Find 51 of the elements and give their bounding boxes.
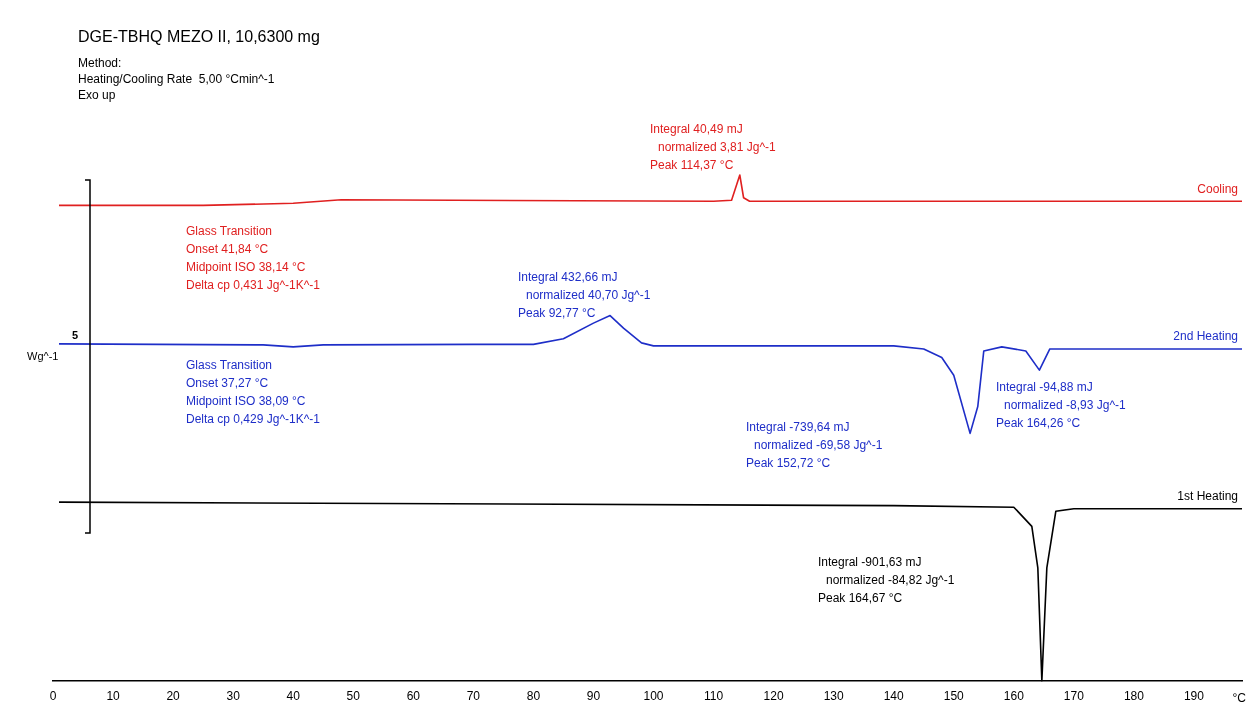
annotation: normalized -8,93 Jg^-1 <box>1004 398 1127 413</box>
text: normalized 3,81 Jg^-1 <box>658 140 777 155</box>
series-label: 1st Heating <box>1177 489 1238 504</box>
x-tick-label: 50 <box>346 689 361 704</box>
x-tick-label: 20 <box>166 689 181 704</box>
annotation: Delta cp 0,431 Jg^-1K^-1 <box>186 278 321 293</box>
annotation: normalized -69,58 Jg^-1 <box>754 438 883 453</box>
annotation: Delta cp 0,429 Jg^-1K^-1 <box>186 412 321 427</box>
annotation: Onset 37,27 °C <box>186 376 269 391</box>
chart-subtitle: Method: Heating/Cooling Rate 5,00 °Cmin^-1 Exo up <box>78 56 275 103</box>
x-tick-label: 80 <box>526 689 541 704</box>
x-tick-label: 90 <box>586 689 601 704</box>
annotation: Midpoint ISO 38,09 °C <box>186 394 306 409</box>
annotation: Peak 164,67 °C <box>818 591 903 606</box>
annotation: Integral -739,64 mJ <box>746 420 850 435</box>
text: Peak 114,37 °C <box>650 158 734 173</box>
chart-title: DGE-TBHQ MEZO II, 10,6300 mg <box>78 28 320 46</box>
annotation: Midpoint ISO 38,14 °C <box>186 260 306 275</box>
x-tick-label: 150 <box>943 689 965 704</box>
annotation: Glass Transition <box>186 224 273 239</box>
x-tick-label: 160 <box>1003 689 1025 704</box>
y-axis-title: Wg^-1 <box>27 349 59 362</box>
annotation: normalized 40,70 Jg^-1 <box>526 288 651 303</box>
series-label: 2nd Heating <box>1173 329 1238 344</box>
x-tick-label: 30 <box>226 689 241 704</box>
annotation: Peak 164,26 °C <box>996 416 1081 431</box>
x-tick-label: 170 <box>1063 689 1085 704</box>
x-tick-label: 70 <box>466 689 481 704</box>
x-tick-label: 180 <box>1123 689 1145 704</box>
x-tick-label: 10 <box>106 689 121 704</box>
annotation: Integral -94,88 mJ <box>996 380 1093 395</box>
x-tick-label: 140 <box>883 689 905 704</box>
x-axis-title: °C <box>1232 690 1246 705</box>
annotation: 5 <box>72 328 79 341</box>
x-tick-label: 110 <box>703 689 724 704</box>
x-tick-label: 100 <box>643 689 664 704</box>
annotation: Peak 92,77 °C <box>518 306 596 321</box>
annotation: normalized -84,82 Jg^-1 <box>826 573 955 588</box>
x-tick-label: 190 <box>1183 689 1205 704</box>
x-tick-label: 60 <box>406 689 421 704</box>
series-label: Cooling <box>1197 181 1238 196</box>
annotation: Onset 41,84 °C <box>186 242 269 257</box>
annotation: Peak 152,72 °C <box>746 456 831 471</box>
annotation: Integral -901,63 mJ <box>818 555 922 570</box>
x-tick-label: 40 <box>286 689 301 704</box>
annotation: Glass Transition <box>186 358 273 373</box>
x-tick-label: 0 <box>49 689 57 704</box>
annotation: Integral 432,66 mJ <box>518 270 618 285</box>
x-tick-label: 120 <box>763 689 784 704</box>
x-tick-label: 130 <box>823 689 844 704</box>
text: Integral 40,49 mJ <box>650 122 743 137</box>
